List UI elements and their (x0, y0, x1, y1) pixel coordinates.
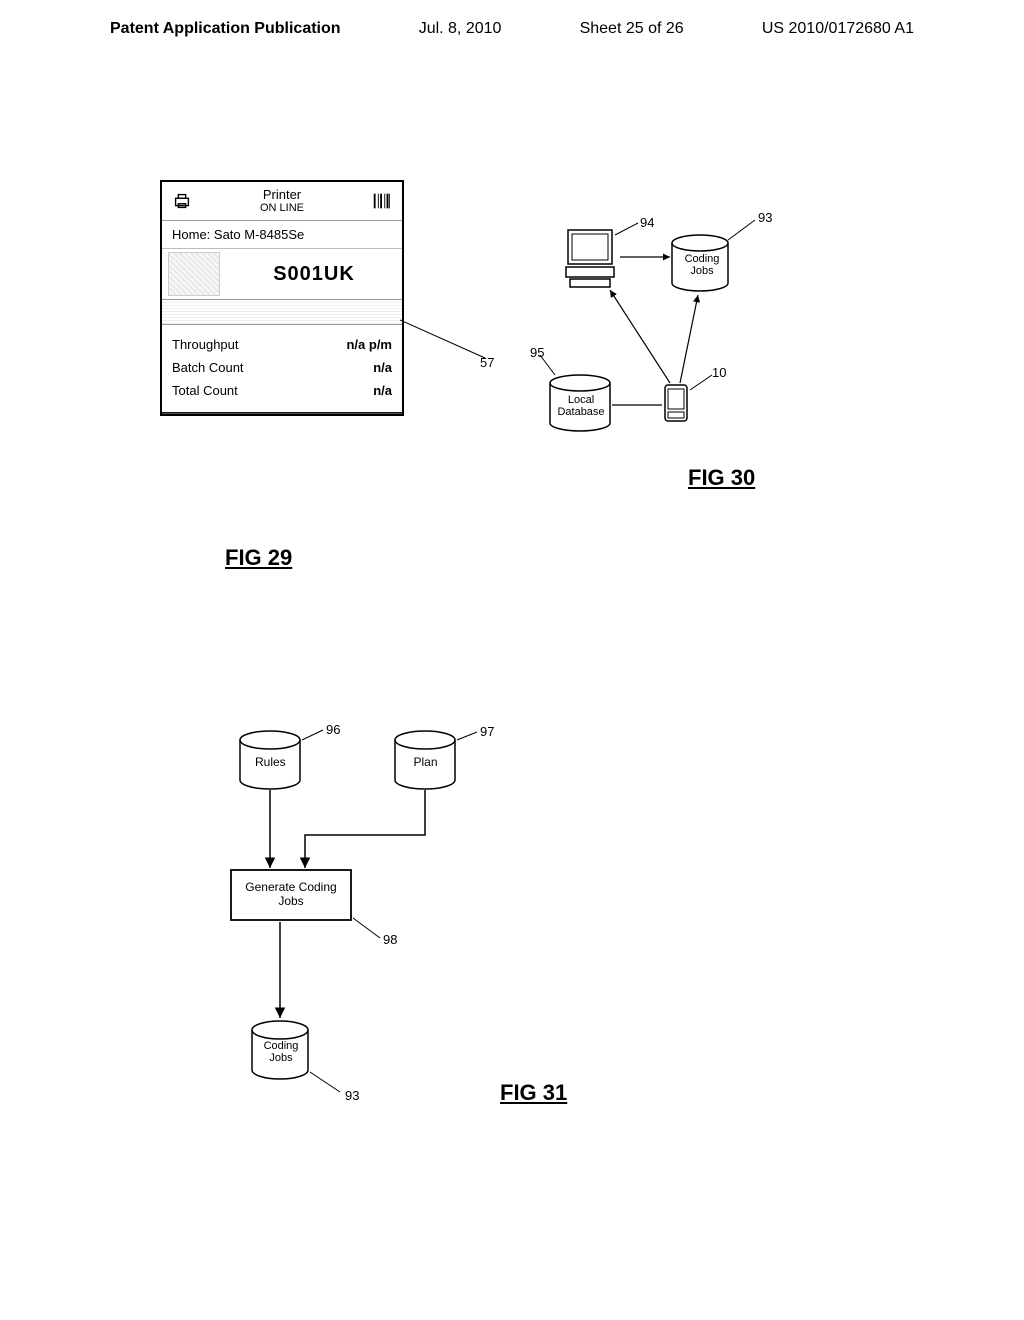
ref-94: 94 (640, 215, 654, 230)
ref-57: 57 (480, 355, 494, 370)
ref-10: 10 (712, 365, 726, 380)
title-line2: ON LINE (194, 202, 370, 214)
printer-ui: Printer ON LINE Home: Sato M-8485Se S001… (160, 180, 404, 416)
plan-lbl: Plan (413, 755, 438, 769)
batch-value: n/a (373, 360, 392, 375)
header-pubno: US 2010/0172680 A1 (762, 20, 914, 38)
label-thumb (168, 252, 220, 296)
coding-jobs-text: Coding Jobs (682, 253, 722, 277)
coding-jobs-lbl: Coding Jobs (682, 253, 722, 277)
home-row: Home: Sato M-8485Se (162, 221, 402, 249)
coding-bottom-text: Coding Jobs (258, 1040, 304, 1064)
ref-97: 97 (480, 724, 494, 739)
ref-96: 96 (326, 722, 340, 737)
batch-label: Batch Count (172, 360, 244, 375)
fig31-label: FIG 31 (500, 1080, 567, 1106)
titlebar-title: Printer ON LINE (194, 188, 370, 214)
barcode-icon (370, 189, 394, 213)
stat-row: Batch Count n/a (172, 356, 392, 379)
total-value: n/a (373, 383, 392, 398)
gen-l1: Generate Coding (233, 880, 349, 894)
ref-93: 93 (758, 210, 772, 225)
ref-98: 98 (383, 932, 397, 947)
ref-95: 95 (530, 345, 544, 360)
stat-row: Throughput n/a p/m (172, 333, 392, 356)
throughput-label: Throughput (172, 337, 239, 352)
ref-93b: 93 (345, 1088, 359, 1103)
header-left: Patent Application Publication (110, 20, 341, 38)
local-db-text: Local Database (556, 394, 606, 418)
stat-row: Total Count n/a (172, 379, 392, 402)
total-label: Total Count (172, 383, 238, 398)
title-line1: Printer (194, 188, 370, 202)
stats-block: Throughput n/a p/m Batch Count n/a Total… (162, 325, 402, 412)
gen-box-text: Generate Coding Jobs (233, 880, 349, 909)
cj-l2: Jobs (258, 1052, 304, 1064)
throughput-value: n/a p/m (346, 337, 392, 352)
rules-lbl: Rules (255, 755, 285, 769)
texture-row (162, 300, 402, 325)
page-header: Patent Application Publication Jul. 8, 2… (0, 0, 1024, 48)
local-db-l1: Local (556, 394, 606, 406)
local-db-l2: Database (556, 406, 606, 418)
header-sheet: Sheet 25 of 26 (580, 20, 684, 38)
code-text: S001UK (226, 263, 402, 286)
ui-bottom-border (162, 412, 402, 414)
titlebar: Printer ON LINE (162, 182, 402, 221)
header-date: Jul. 8, 2010 (419, 20, 502, 38)
code-row: S001UK (162, 249, 402, 300)
printer-icon (170, 189, 194, 213)
cj-l1: Coding (258, 1040, 304, 1052)
fig30-label: FIG 30 (688, 465, 755, 491)
fig29-label: FIG 29 (225, 545, 292, 571)
gen-l2: Jobs (233, 894, 349, 908)
